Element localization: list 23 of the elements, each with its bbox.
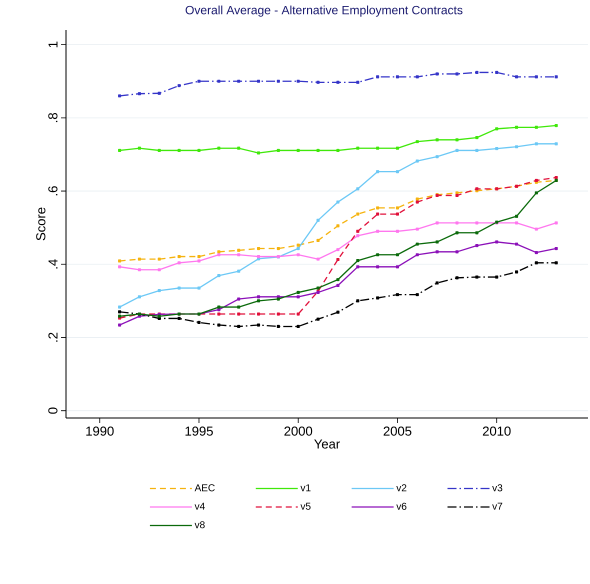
y-tick-label: 1 bbox=[48, 42, 58, 48]
x-tick-label: 2010 bbox=[482, 426, 511, 436]
x-tick-label: 2000 bbox=[284, 426, 312, 436]
legend-label: v4 bbox=[194, 502, 205, 510]
legend-label: v3 bbox=[492, 484, 502, 492]
legend-label: v5 bbox=[300, 502, 311, 510]
y-tick-label: .6 bbox=[48, 186, 58, 196]
y-tick-label: 0 bbox=[48, 408, 58, 414]
y-tick-label: .8 bbox=[48, 112, 58, 122]
legend-label: v8 bbox=[194, 521, 205, 528]
y-tick-label: .2 bbox=[48, 332, 58, 342]
legend-label: v2 bbox=[396, 484, 406, 492]
legend-label: v1 bbox=[300, 484, 311, 492]
legend-label: AEC bbox=[194, 484, 215, 492]
y-axis-title: Score bbox=[36, 208, 46, 240]
x-tick-label: 1995 bbox=[186, 426, 213, 436]
x-tick-label: 1990 bbox=[86, 426, 114, 436]
legend-label: v6 bbox=[396, 502, 406, 510]
legend-label: v7 bbox=[492, 502, 502, 510]
x-axis-title: Year bbox=[314, 440, 340, 449]
chart-title: Overall Average - Alternative Employment Contracts bbox=[186, 6, 462, 17]
x-tick-label: 2005 bbox=[384, 426, 412, 436]
y-tick-label: .4 bbox=[48, 259, 58, 268]
